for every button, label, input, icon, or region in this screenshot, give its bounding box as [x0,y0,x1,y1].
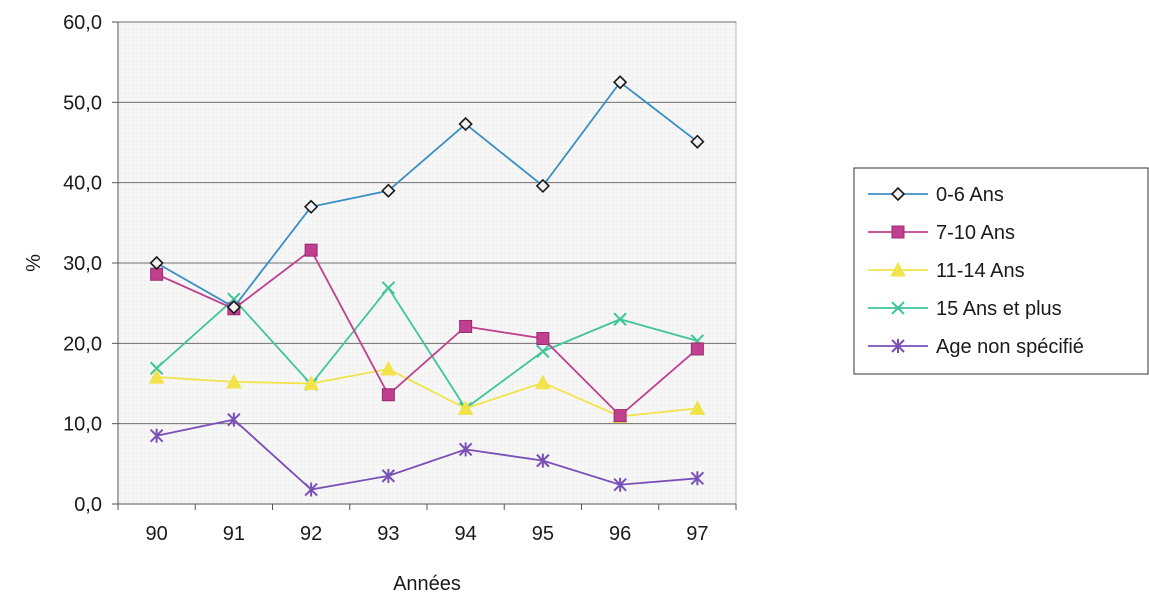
series-age-non-sp-cifi- [149,412,705,497]
data-point [690,342,704,356]
data-point [149,255,164,271]
data-point [303,375,319,390]
data-point [690,134,705,149]
data-point [890,261,906,277]
data-point [457,400,474,415]
data-point [536,332,550,346]
x-tick-label: 94 [455,523,477,545]
data-point [536,453,550,468]
x-tick-label: 93 [377,523,399,545]
data-point [891,225,905,239]
data-point [535,178,551,194]
data-point [381,468,396,483]
y-tick-label: 20,0 [63,333,102,355]
data-point [304,243,318,257]
data-point [148,369,165,384]
data-point [612,75,628,90]
x-tick-label: 97 [686,523,708,545]
y-tick-label: 30,0 [63,253,102,275]
legend-label: 11-14 Ans [936,260,1025,282]
data-point [459,319,473,333]
series-line [156,80,698,309]
data-point [690,471,705,486]
data-point [304,482,318,497]
series-0-6-ans [149,75,705,315]
data-point [536,344,550,359]
data-point [303,199,319,214]
x-tick-label: 92 [300,523,322,545]
y-tick-label: 0,0 [74,494,102,516]
x-tick-label: 95 [532,523,554,545]
data-point [613,409,627,423]
x-tick-label: 91 [223,523,245,545]
series-line [156,286,698,410]
data-point [458,116,473,132]
data-point [458,442,473,457]
data-point [381,281,396,295]
x-tick-label: 96 [609,523,631,545]
data-point [381,183,396,198]
legend-item: 15 Ans et plus [868,298,1062,320]
legend-label: 0-6 Ans [936,184,1004,206]
data-point [226,373,242,389]
data-point [613,477,627,492]
series-line [156,418,698,491]
x-axis-title: Années [393,573,461,595]
legend-item: 11-14 Ans [868,260,1025,282]
data-point [380,360,397,376]
data-point [149,428,164,443]
data-point [381,388,395,402]
series-line [156,368,698,418]
y-tick-label: 50,0 [63,92,102,114]
data-point [891,339,905,353]
legend-item: 0-6 Ans [868,184,1004,206]
y-tick-label: 40,0 [63,173,102,195]
y-tick-label: 60,0 [63,12,102,34]
data-point [227,412,241,427]
legend-item: 7-10 Ans [868,222,1015,244]
data-point [891,301,905,315]
x-tick-label: 90 [146,523,168,545]
data-point [149,361,164,375]
series-line [156,248,698,417]
legend-label: Age non spécifié [936,336,1084,358]
series-15-ans-et-plus [149,281,705,416]
data-point [890,186,906,202]
legend-label: 15 Ans et plus [936,298,1062,320]
data-point [535,374,551,390]
legend-item: Age non spécifié [868,336,1084,358]
data-point [226,300,242,315]
data-point [613,312,627,326]
legend-label: 7-10 Ans [936,222,1015,244]
y-tick-label: 10,0 [63,414,102,436]
data-point [689,400,706,415]
y-axis-title: % [23,254,45,272]
